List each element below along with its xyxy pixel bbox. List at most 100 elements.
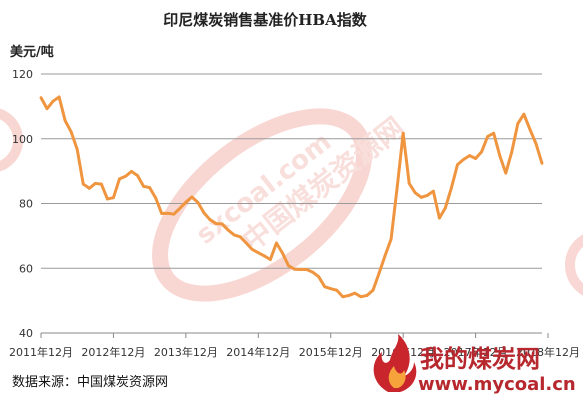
data-point (401, 131, 405, 135)
data-point (178, 206, 182, 210)
data-point (75, 148, 79, 151)
data-point (81, 182, 85, 186)
x-tick-label: 2018年12月 (516, 345, 580, 359)
data-point (93, 182, 97, 185)
y-axis-ticks: 40 60 80 100 120 (12, 68, 33, 340)
data-point (69, 130, 73, 134)
data-point (323, 285, 327, 289)
source-note: 数据来源：中国煤炭资源网 (12, 375, 168, 390)
data-point (214, 222, 218, 225)
x-tick-label: 2015年12月 (299, 345, 363, 359)
data-point (504, 171, 508, 175)
y-tick-label: 40 (19, 327, 33, 340)
data-point (365, 294, 369, 297)
watermark-edge-right (565, 234, 583, 296)
x-tick-label: 2014年12月 (226, 345, 290, 359)
y-tick-label: 120 (12, 68, 33, 81)
data-point (522, 112, 526, 116)
data-point (419, 195, 423, 199)
data-point (99, 182, 103, 186)
data-point (347, 294, 351, 297)
data-point (492, 131, 496, 135)
data-point (124, 174, 127, 178)
data-point (431, 189, 435, 193)
data-point (450, 186, 453, 190)
x-tick-label: 2013年12月 (154, 345, 218, 359)
data-point (142, 184, 146, 188)
data-point (45, 107, 49, 111)
y-tick-label: 100 (12, 133, 33, 146)
data-point (299, 268, 302, 271)
data-point (87, 186, 91, 190)
chart-title: 印尼煤炭销售基准价HBA指数 (163, 11, 367, 29)
data-point (293, 267, 296, 271)
data-point (377, 272, 381, 275)
data-point (329, 287, 333, 291)
data-point (305, 268, 308, 271)
data-point (462, 158, 465, 161)
x-tick-label: 2017年12月 (444, 345, 508, 359)
data-point (172, 212, 176, 216)
data-point (148, 186, 152, 190)
data-point (39, 96, 43, 100)
x-tick-label: 2012年12月 (81, 345, 145, 359)
data-point (160, 212, 164, 215)
data-point (184, 200, 188, 204)
gridlines (41, 73, 542, 269)
data-point (244, 241, 248, 245)
data-point (190, 195, 194, 199)
data-point (136, 174, 139, 178)
data-point (371, 288, 375, 292)
logo-url: www.mycoal.cn (418, 374, 576, 395)
flame-icon (373, 334, 417, 392)
data-point (534, 142, 538, 146)
data-point (268, 258, 272, 261)
data-point (516, 122, 520, 125)
data-point (480, 150, 484, 154)
data-point (166, 211, 170, 215)
watermark-edge-left (0, 108, 23, 172)
data-point (317, 275, 321, 279)
data-point (335, 288, 339, 292)
data-point (456, 163, 459, 167)
data-point (105, 197, 109, 201)
data-point (540, 161, 544, 165)
data-point (250, 248, 254, 251)
data-point (395, 186, 399, 190)
data-point (118, 177, 121, 181)
data-point (208, 218, 212, 222)
data-point (57, 95, 61, 99)
y-tick-label: 80 (19, 198, 33, 211)
watermark: sxcoal.com 中国煤炭资源网 (0, 108, 583, 302)
data-point (238, 235, 242, 239)
data-point (196, 201, 200, 204)
data-point (528, 127, 532, 131)
data-point (112, 196, 115, 200)
data-point (341, 295, 345, 299)
data-point (407, 182, 411, 185)
data-point (220, 222, 224, 226)
data-point (226, 228, 230, 232)
data-point (359, 295, 363, 299)
data-point (275, 241, 278, 245)
data-point (383, 254, 387, 258)
data-point (130, 170, 133, 173)
data-point (437, 216, 441, 220)
x-axis-ticks: 2011年12月 2012年12月 2013年12月 2014年12月 2015年12月… (9, 333, 580, 359)
y-axis-label: 美元/吨 (10, 44, 54, 60)
data-point (486, 135, 490, 138)
data-point (474, 157, 478, 160)
data-point (287, 264, 290, 268)
data-point (498, 154, 502, 157)
data-point (311, 270, 315, 274)
data-point (256, 251, 260, 255)
x-tick-label: 2011年12月 (9, 345, 73, 359)
logo-name: 我的煤炭网 (420, 345, 540, 373)
series-group (39, 95, 544, 299)
data-point (281, 251, 284, 255)
data-point (510, 150, 514, 154)
data-point (63, 119, 67, 123)
data-point (353, 291, 357, 295)
data-point (425, 194, 429, 197)
